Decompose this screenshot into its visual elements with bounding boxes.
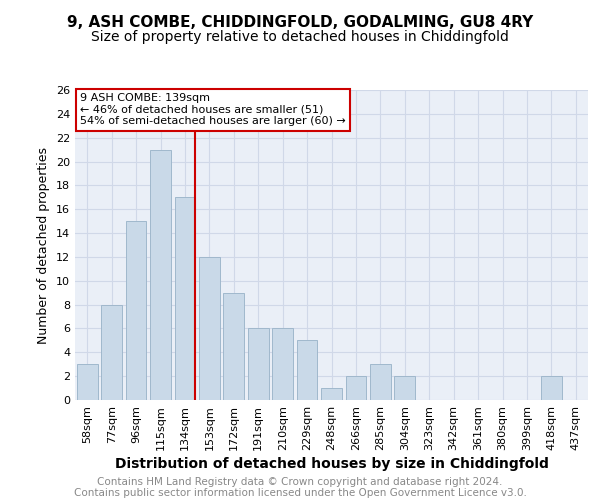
Text: Size of property relative to detached houses in Chiddingfold: Size of property relative to detached ho… [91, 30, 509, 44]
Y-axis label: Number of detached properties: Number of detached properties [37, 146, 50, 344]
Bar [199, 257, 220, 400]
Bar [248, 328, 269, 400]
Bar [272, 328, 293, 400]
Bar [101, 304, 122, 400]
Bar [346, 376, 367, 400]
Bar [296, 340, 317, 400]
Bar [321, 388, 342, 400]
Bar [223, 292, 244, 400]
Bar [394, 376, 415, 400]
Bar [175, 198, 196, 400]
Text: 9 ASH COMBE: 139sqm
← 46% of detached houses are smaller (51)
54% of semi-detach: 9 ASH COMBE: 139sqm ← 46% of detached ho… [80, 93, 346, 126]
Bar [125, 221, 146, 400]
Bar [150, 150, 171, 400]
Text: Contains HM Land Registry data © Crown copyright and database right 2024.
Contai: Contains HM Land Registry data © Crown c… [74, 476, 526, 498]
Bar [77, 364, 98, 400]
Text: 9, ASH COMBE, CHIDDINGFOLD, GODALMING, GU8 4RY: 9, ASH COMBE, CHIDDINGFOLD, GODALMING, G… [67, 15, 533, 30]
Bar [541, 376, 562, 400]
X-axis label: Distribution of detached houses by size in Chiddingfold: Distribution of detached houses by size … [115, 457, 548, 471]
Bar [370, 364, 391, 400]
